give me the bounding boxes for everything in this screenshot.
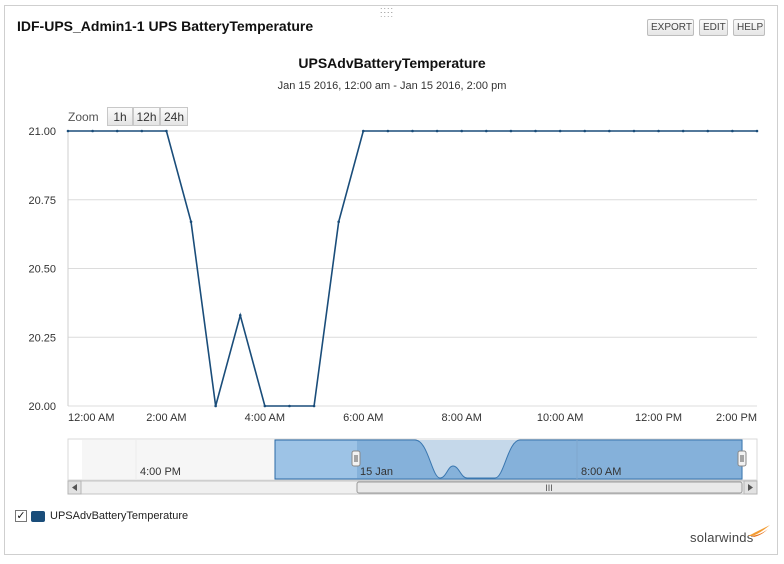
drag-handle-icon[interactable]: :::::::: [380, 5, 395, 19]
chart-subtitle: Jan 15 2016, 12:00 am - Jan 15 2016, 2:0… [277, 80, 507, 92]
legend-color-swatch [31, 511, 45, 522]
zoom-12h-button[interactable]: 12h [133, 107, 160, 126]
chart-title: UPSAdvBatteryTemperature [298, 55, 486, 71]
solarwinds-bird-icon [748, 525, 770, 537]
solarwinds-logo: solarwinds [690, 530, 754, 545]
legend-label[interactable]: UPSAdvBatteryTemperature [50, 510, 189, 522]
resource-title: IDF-UPS_Admin1-1 UPS BatteryTemperature [17, 18, 314, 34]
zoom-label: Zoom [68, 110, 99, 124]
zoom-24h-button[interactable]: 24h [160, 107, 188, 126]
zoom-1h-button[interactable]: 1h [107, 107, 133, 126]
edit-button[interactable]: EDIT [699, 19, 728, 36]
legend-checkbox[interactable]: ✓ [15, 510, 27, 522]
help-button[interactable]: HELP [733, 19, 765, 36]
export-button[interactable]: EXPORT [647, 19, 694, 36]
